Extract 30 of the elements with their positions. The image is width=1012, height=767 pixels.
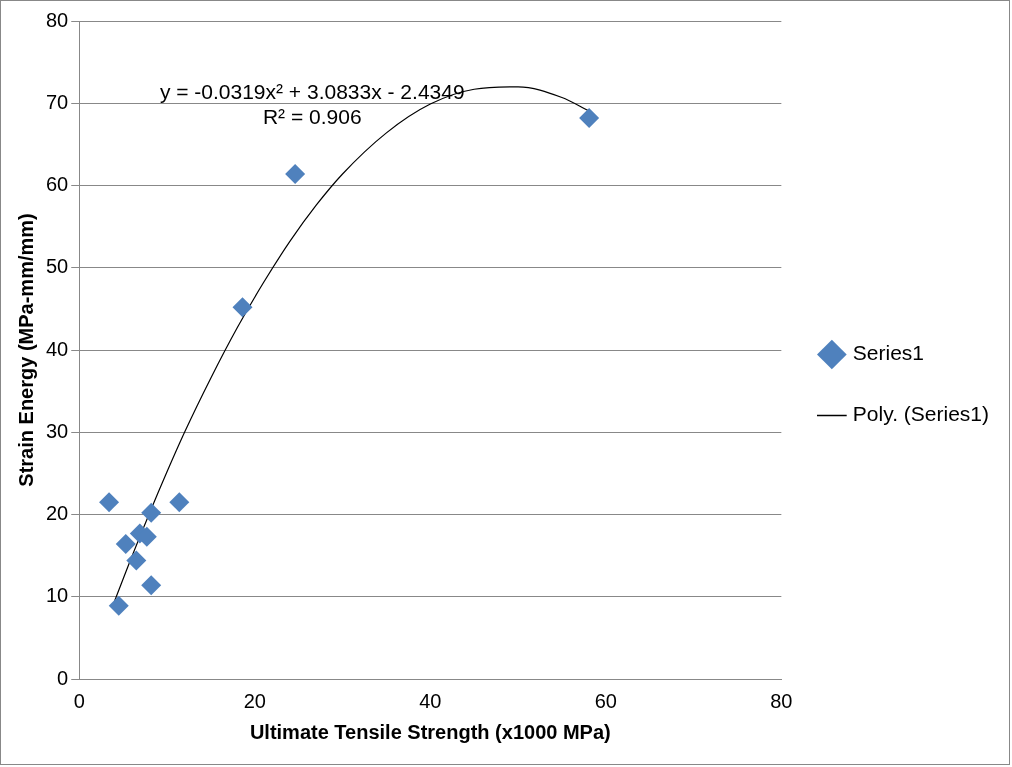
y-tick-label: 0 — [57, 666, 69, 689]
y-tick-label: 20 — [46, 502, 69, 525]
legend-label: Series1 — [852, 341, 925, 365]
point — [285, 163, 306, 184]
point — [108, 595, 129, 616]
point — [99, 492, 120, 513]
x-axis-title: Ultimate Tensile Strength (x1000 MPa) — [249, 720, 611, 743]
y-tick-label: 50 — [46, 255, 69, 278]
x-tick-label: 40 — [419, 689, 442, 712]
point — [141, 575, 162, 596]
legend-label: Poly. (Series1) — [852, 402, 989, 426]
x-tick-label: 60 — [594, 689, 617, 712]
point — [126, 550, 147, 571]
y-tick-label: 80 — [46, 8, 69, 31]
annotation: R² = 0.906 — [262, 104, 362, 128]
annotation: y = -0.0319x² + 3.0833x - 2.4349 — [159, 79, 465, 103]
point — [169, 492, 190, 513]
y-tick-label: 10 — [46, 584, 69, 607]
point — [115, 534, 136, 555]
x-tick-label: 0 — [73, 689, 85, 712]
point — [579, 108, 600, 129]
y-tick-label: 70 — [46, 90, 69, 113]
x-tick-label: 80 — [770, 689, 793, 712]
point — [141, 502, 162, 523]
y-tick-label: 60 — [46, 173, 69, 196]
point — [232, 297, 253, 318]
x-tick-label: 20 — [243, 689, 266, 712]
y-tick-label: 30 — [46, 419, 69, 442]
y-tick-label: 40 — [46, 337, 69, 360]
y-axis-title: Strain Energy (MPa-mm/mm) — [14, 213, 37, 487]
